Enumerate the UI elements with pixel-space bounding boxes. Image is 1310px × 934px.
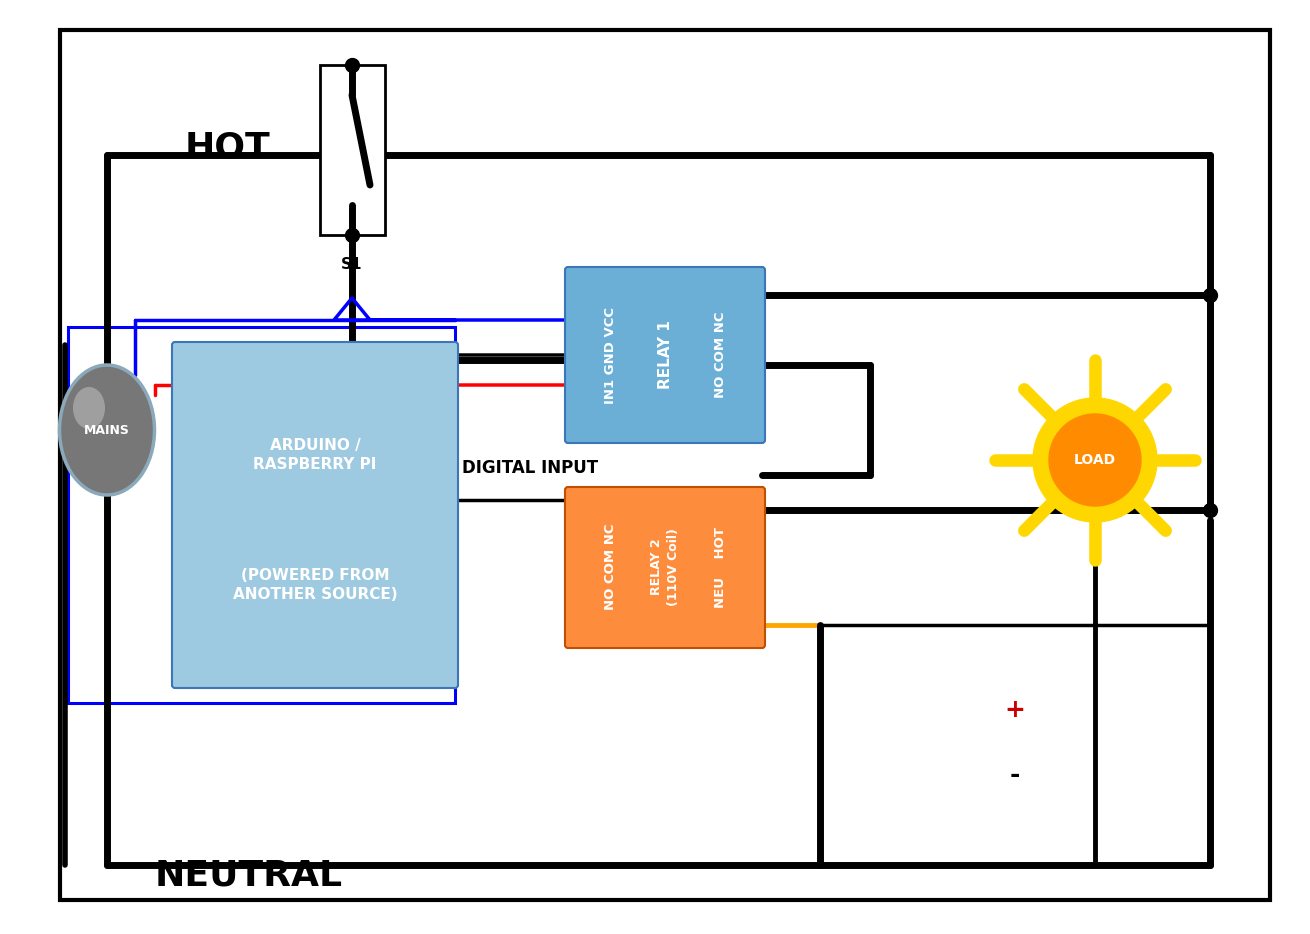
- Ellipse shape: [59, 365, 155, 495]
- Ellipse shape: [81, 394, 134, 466]
- Text: HOT: HOT: [185, 131, 271, 165]
- Circle shape: [1034, 398, 1157, 522]
- Text: IN1 GND VCC: IN1 GND VCC: [604, 306, 617, 403]
- Ellipse shape: [59, 365, 155, 495]
- Text: RELAY 1: RELAY 1: [658, 320, 672, 389]
- Text: -: -: [1010, 763, 1020, 787]
- Ellipse shape: [69, 378, 145, 482]
- Bar: [68, 327, 455, 703]
- Bar: [320, 65, 385, 235]
- Text: NO COM NC: NO COM NC: [714, 312, 727, 398]
- Bar: [820, 625, 1210, 865]
- Text: RELAY 2
(110V Coil): RELAY 2 (110V Coil): [651, 528, 680, 606]
- Text: NO COM NC: NO COM NC: [604, 524, 617, 610]
- Text: LOAD: LOAD: [1074, 453, 1116, 467]
- Text: (POWERED FROM
ANOTHER SOURCE): (POWERED FROM ANOTHER SOURCE): [233, 568, 397, 602]
- FancyBboxPatch shape: [565, 487, 765, 648]
- FancyBboxPatch shape: [172, 342, 458, 688]
- Text: +: +: [1005, 698, 1026, 722]
- Text: S1: S1: [341, 257, 363, 272]
- Text: NEU    HOT: NEU HOT: [714, 527, 727, 607]
- Text: DIGITAL INPUT: DIGITAL INPUT: [462, 459, 599, 477]
- Circle shape: [1049, 414, 1141, 506]
- Text: NEUTRAL: NEUTRAL: [155, 858, 343, 892]
- FancyBboxPatch shape: [565, 267, 765, 443]
- Ellipse shape: [73, 387, 105, 429]
- Text: ARDUINO /
RASPBERRY PI: ARDUINO / RASPBERRY PI: [253, 438, 377, 473]
- Text: MAINS: MAINS: [84, 423, 130, 436]
